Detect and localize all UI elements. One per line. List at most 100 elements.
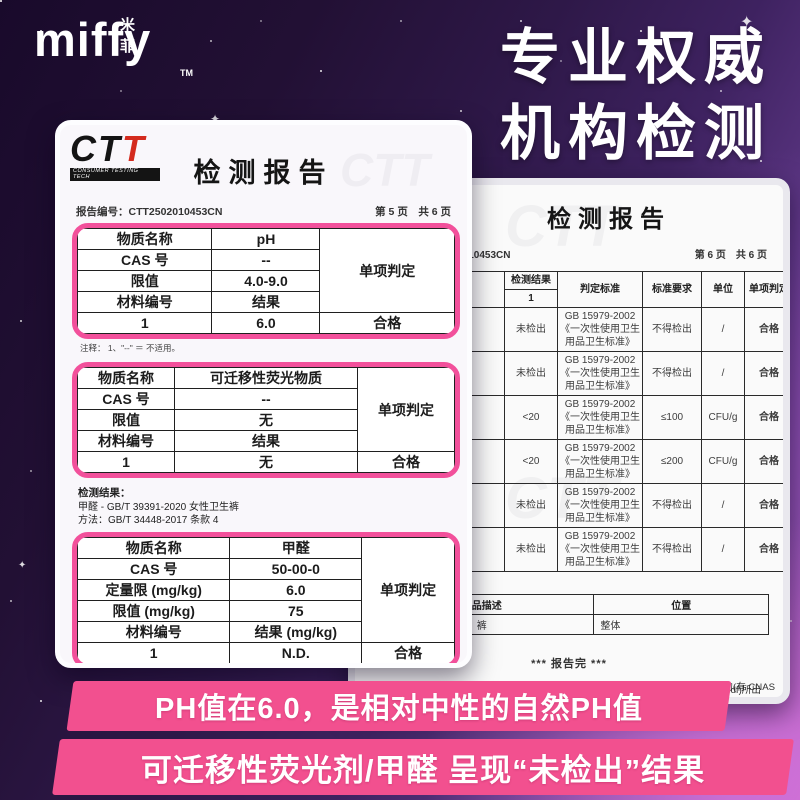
unit-cell: CFU/g xyxy=(701,395,745,440)
verdict: 合格 xyxy=(357,451,455,473)
result-cell: 未检出 xyxy=(504,483,558,528)
report-end-marker: *** 报告完 *** xyxy=(531,658,607,670)
judge-label: 单项判定 xyxy=(357,367,455,452)
row-value: 75 xyxy=(229,599,363,622)
row-label: CAS 号 xyxy=(77,388,175,410)
unit-cell: / xyxy=(701,527,745,572)
row-value: 4.0-9.0 xyxy=(211,270,321,292)
highlight-box-formaldehyde: 物质名称 甲醛 单项判定 CAS 号 50-00-0 定量限 (mg/kg) 6.0 限值 (… xyxy=(72,531,460,663)
row-label: CAS 号 xyxy=(77,557,231,580)
trademark-symbol: TM xyxy=(180,68,193,78)
position-value: 整体 xyxy=(593,614,769,635)
unit-cell: / xyxy=(701,483,745,528)
result-header: 检测结果 xyxy=(504,271,558,290)
ph-claim-banner: PH值在6.0，是相对中性的自然PH值 xyxy=(70,681,728,731)
requirement-cell: 不得检出 xyxy=(642,307,702,352)
table-row: 物质名称 甲醛 单项判定 xyxy=(77,536,455,643)
no-detection-claim-banner: 可迁移性荧光剂/甲醛 呈现“未检出”结果 xyxy=(56,739,790,795)
table-row: 材料编号 结果 xyxy=(77,430,455,452)
table-row: CAS 号 -- xyxy=(77,388,455,410)
row-label: 物质名称 xyxy=(77,367,175,389)
row-value: 结果 xyxy=(173,430,359,452)
headline: 专业权威 机构检测 xyxy=(500,20,772,172)
miffy-logo-text: miffy xyxy=(34,13,152,66)
verdict-cell: 合格 xyxy=(744,395,783,440)
judge-label: 单项判定 xyxy=(319,228,455,313)
verdict: 合格 xyxy=(361,641,455,663)
judge-label: 单项判定 xyxy=(361,536,455,643)
table-row: 物质名称 pH 单项判定 xyxy=(77,228,455,313)
requirement-cell: 不得检出 xyxy=(642,351,702,396)
highlight-box-ph: 物质名称 pH 单项判定 CAS 号 -- 限值 4.0-9.0 材料编号 结果 1 6.0 合格 xyxy=(72,223,460,339)
row-label: 材料编号 xyxy=(77,620,231,643)
sparkle-icon: ✦ xyxy=(18,560,27,571)
standard-header: 判定标准 xyxy=(557,271,643,308)
row-label: 材料编号 xyxy=(77,430,175,452)
unit-cell: / xyxy=(701,351,745,396)
standard-cell: GB 15979-2002《一次性使用卫生用品卫生标准》 xyxy=(557,395,643,440)
fine-print-fragment: AS 认可的(有 CNAS xyxy=(688,682,775,693)
row-value: 50-00-0 xyxy=(229,557,363,580)
row-value: -- xyxy=(211,249,321,271)
result-row: 1 N.D. 合格 xyxy=(77,641,455,663)
row-label: 物质名称 xyxy=(77,536,231,559)
verdict-cell: 合格 xyxy=(744,351,783,396)
row-value: -- xyxy=(173,388,359,410)
highlight-box-fluorescent: 物质名称 可迁移性荧光物质 单项判定 CAS 号 -- 限值无材料编号 结果 1 无合格 xyxy=(72,362,460,478)
requirement-cell: 不得检出 xyxy=(642,527,702,572)
row-label: 限值 (mg/kg) xyxy=(77,599,231,622)
page-indicator: 第 5 页 共 6 页 xyxy=(375,206,451,218)
verdict: 合格 xyxy=(319,312,455,334)
table-row: 材料编号 结果 (mg/kg) xyxy=(77,620,455,643)
unit-cell: CFU/g xyxy=(701,439,745,484)
table-row: CAS 号 50-00-0 xyxy=(77,557,455,580)
position-header: 位置 xyxy=(593,594,769,615)
requirement-cell: ≤200 xyxy=(642,439,702,484)
row-label: 材料编号 xyxy=(77,291,213,313)
row-value: 结果 xyxy=(211,291,321,313)
verdict-cell: 合格 xyxy=(744,483,783,528)
requirement-cell: 不得检出 xyxy=(642,483,702,528)
row-value: 6.0 xyxy=(229,578,363,601)
no-detection-claim-text: 可迁移性荧光剂/甲醛 呈现“未检出”结果 xyxy=(140,752,706,788)
unit-cell: / xyxy=(701,307,745,352)
material-number: 1 xyxy=(77,641,231,663)
row-label: 限值 xyxy=(77,270,213,292)
result-cell: 未检出 xyxy=(504,307,558,352)
material-number: 1 xyxy=(77,451,175,473)
headline-line-2: 机构检测 xyxy=(500,100,772,167)
table-row: 限值 (mg/kg) 75 xyxy=(77,599,455,622)
standard-cell: GB 15979-2002《一次性使用卫生用品卫生标准》 xyxy=(557,351,643,396)
result-value: N.D. xyxy=(229,641,363,663)
verdict-cell: 合格 xyxy=(744,439,783,484)
row-label: 限值 xyxy=(77,409,175,431)
ctt-logo-subtext: CONSUMER TESTING TECH xyxy=(70,168,160,181)
table-row: 物质名称 可迁移性荧光物质 单项判定 xyxy=(77,367,455,452)
table-note: 注释： 1、"--" ＝ 不适用。 xyxy=(80,343,181,353)
unit-header: 单位 xyxy=(701,271,745,308)
result-line: 甲醛 - GB/T 39391-2020 女性卫生裤 xyxy=(78,501,239,513)
row-label: 定量限 (mg/kg) xyxy=(77,578,231,601)
headline-line-1: 专业权威 xyxy=(500,24,772,91)
row-value: pH xyxy=(211,228,321,250)
substance-table: 物质名称 pH 单项判定 CAS 号 -- 限值 4.0-9.0 材料编号 结果 1 6.0 合格 xyxy=(77,228,455,334)
material-number: 1 xyxy=(77,312,213,334)
requirement-cell: ≤100 xyxy=(642,395,702,440)
verdict-cell: 合格 xyxy=(744,527,783,572)
requirement-header: 标准要求 xyxy=(642,271,702,308)
row-value: 可迁移性荧光物质 xyxy=(173,367,359,389)
row-value: 结果 (mg/kg) xyxy=(229,620,363,643)
result-row: 1 6.0 合格 xyxy=(77,312,455,334)
standard-cell: GB 15979-2002《一次性使用卫生用品卫生标准》 xyxy=(557,527,643,572)
result-cell: 未检出 xyxy=(504,527,558,572)
miffy-logo-chinese: 米菲 xyxy=(120,17,143,55)
report-number: 报告编号：CTT2502010453CN xyxy=(76,206,223,218)
standard-cell: GB 15979-2002《一次性使用卫生用品卫生标准》 xyxy=(557,483,643,528)
test-report-page-5: CTT CTT CONSUMER TESTING TECH 检测报告 报告编号：… xyxy=(55,120,472,668)
substance-table: 物质名称 可迁移性荧光物质 单项判定 CAS 号 -- 限值无材料编号 结果 1 无合格 xyxy=(77,367,455,473)
report-title: 检测报告 xyxy=(193,158,334,188)
result-heading: 检测结果： xyxy=(78,487,131,499)
report-title: 检测报告 xyxy=(547,206,671,233)
page-indicator: 第 6 页 共 6 页 xyxy=(694,250,767,261)
